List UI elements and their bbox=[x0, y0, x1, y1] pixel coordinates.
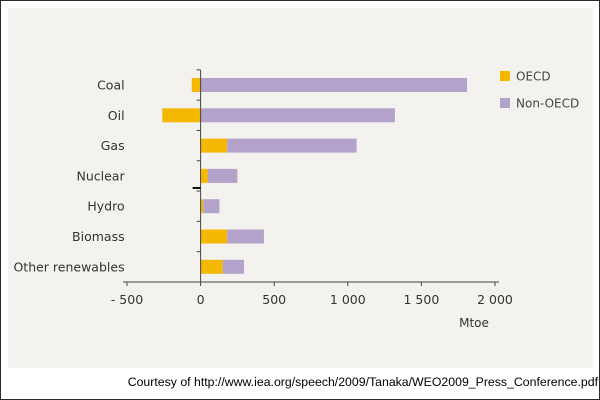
legend: OECD Non-OECD bbox=[500, 70, 579, 111]
category-label-gas: Gas bbox=[101, 138, 125, 153]
tick-label-500: 500 bbox=[262, 292, 286, 307]
legend-label-non-oecd: Non-OECD bbox=[516, 97, 579, 111]
category-label-hydro: Hydro bbox=[87, 199, 124, 214]
tick-label-2-000: 2 000 bbox=[477, 292, 513, 307]
legend-swatch-oecd bbox=[500, 71, 510, 81]
chart-area: Coal Oil Gas Nuclear Hydro Biomass Other renew… bbox=[13, 69, 579, 330]
tick-label-1-500: 1 500 bbox=[404, 292, 440, 307]
bar-non-oecd-hydro bbox=[203, 199, 220, 214]
bar-non-oecd-oil bbox=[200, 108, 395, 123]
legend-swatch-non-oecd bbox=[500, 98, 510, 108]
tick-label-1-000: 1 000 bbox=[330, 292, 366, 307]
category-axis: Coal Oil Gas Nuclear Hydro Biomass Other renew… bbox=[13, 69, 202, 282]
bar-oecd-gas bbox=[200, 138, 228, 153]
bar-oecd-coal bbox=[191, 78, 201, 92]
category-label-biomass: Biomass bbox=[72, 229, 125, 244]
tick-label-500: - 500 bbox=[111, 292, 143, 307]
bar-oecd-other-renewables bbox=[200, 259, 223, 274]
bar-non-oecd-other-renewables bbox=[222, 259, 245, 274]
bar-oecd-oil bbox=[162, 108, 201, 123]
bar-non-oecd-coal bbox=[200, 78, 468, 92]
bar-oecd-nuclear bbox=[200, 168, 208, 183]
category-label-other-renewables: Other renewables bbox=[13, 259, 124, 274]
value-axis: - 500 0 500 1 000 1 500 2 000 Mtoe bbox=[111, 281, 513, 330]
bar-non-oecd-gas bbox=[227, 138, 357, 153]
bars-group bbox=[162, 78, 468, 274]
category-label-oil: Oil bbox=[108, 108, 125, 123]
plot-panel bbox=[8, 8, 593, 368]
bar-non-oecd-nuclear bbox=[207, 168, 238, 183]
category-label-nuclear: Nuclear bbox=[76, 168, 125, 183]
source-credit: Courtesy of http://www.iea.org/speech/20… bbox=[127, 375, 598, 389]
bar-oecd-biomass bbox=[200, 229, 228, 244]
tick-label-0: 0 bbox=[197, 292, 205, 307]
x-axis-unit-label: Mtoe bbox=[459, 316, 489, 330]
bar-oecd-hydro bbox=[200, 199, 204, 214]
category-label-coal: Coal bbox=[97, 78, 125, 93]
bar-non-oecd-biomass bbox=[227, 229, 264, 244]
legend-label-oecd: OECD bbox=[516, 70, 551, 84]
